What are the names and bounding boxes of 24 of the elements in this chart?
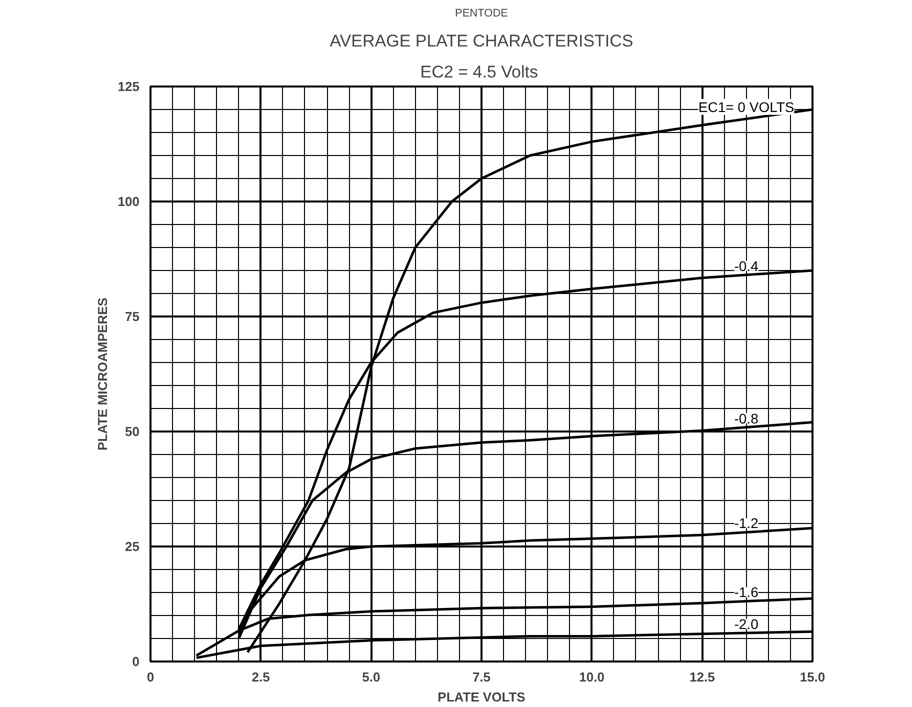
x-tick-label: 5.0 bbox=[362, 670, 380, 684]
y-tick-label: 100 bbox=[118, 194, 140, 209]
series-label: -2.0 bbox=[734, 616, 759, 632]
y-tick-label: 25 bbox=[125, 539, 140, 554]
x-tick-label: 15.0 bbox=[800, 670, 826, 684]
x-axis-title: PLATE VOLTS bbox=[438, 690, 526, 704]
series-label: EC1= 0 VOLTS bbox=[698, 98, 794, 115]
x-tick-label: 10.0 bbox=[579, 670, 604, 684]
series-label: -0.8 bbox=[734, 410, 759, 426]
x-tick-label: 12.5 bbox=[690, 670, 715, 684]
x-tick-label: 0 bbox=[146, 670, 154, 684]
series-label: -0.4 bbox=[734, 258, 759, 274]
y-axis-title: PLATE MICROAMPERES bbox=[94, 297, 110, 450]
y-tick-label: 125 bbox=[118, 79, 140, 94]
series-label: -1.6 bbox=[734, 584, 759, 600]
x-tick-label: 2.5 bbox=[252, 670, 270, 684]
chart-subtitle: PENTODE bbox=[455, 8, 508, 20]
y-tick-label: 50 bbox=[125, 424, 140, 439]
y-tick-label: 75 bbox=[125, 309, 140, 324]
y-tick-label: 0 bbox=[132, 654, 140, 669]
text: EC2 = 4.5 Volts bbox=[420, 62, 538, 82]
series-label: -1.2 bbox=[734, 515, 759, 532]
chart-title: AVERAGE PLATE CHARACTERISTICS bbox=[330, 32, 634, 50]
x-tick-label: 7.5 bbox=[472, 670, 491, 684]
